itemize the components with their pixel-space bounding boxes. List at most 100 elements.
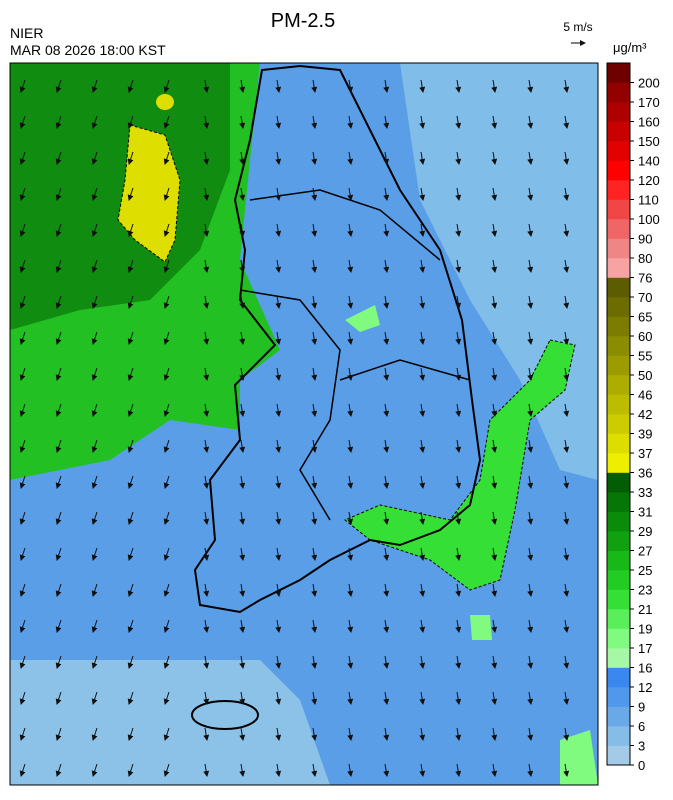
wind-arrow [91, 475, 98, 489]
colorbar-tick-label: 50 [638, 368, 652, 383]
province-border [239, 289, 341, 521]
colorbar-bin [607, 180, 630, 200]
wind-arrow [275, 331, 282, 345]
wind-arrow [275, 655, 282, 669]
colorbar-tick-label: 25 [638, 563, 652, 578]
wind-arrow [419, 151, 426, 165]
wind-arrow [239, 655, 246, 669]
wind-arrow [455, 223, 462, 237]
wind-arrow [239, 259, 246, 273]
wind-arrow [347, 115, 354, 129]
wind-arrow [491, 439, 498, 453]
wind-arrow [491, 367, 498, 381]
wind-arrow [163, 655, 170, 669]
wind-arrow [55, 403, 62, 417]
colorbar-bin [607, 219, 630, 239]
wind-arrow [419, 259, 426, 273]
colorbar-tick-label: 46 [638, 388, 652, 403]
wind-arrow [203, 223, 210, 237]
wind-arrow [55, 79, 62, 93]
colorbar-tick-label: 70 [638, 290, 652, 305]
wind-arrow [311, 367, 318, 381]
wind-arrow [19, 79, 26, 93]
colorbar-bin [607, 570, 630, 590]
wind-arrow [127, 547, 134, 561]
wind-arrow [455, 367, 462, 381]
wind-arrow [527, 511, 534, 525]
wind-arrow [563, 511, 570, 525]
wind-arrow [455, 655, 462, 669]
colorbar-bin [607, 433, 630, 454]
wind-arrow [383, 727, 390, 741]
wind-arrow [311, 295, 318, 309]
wind-arrow [347, 79, 354, 93]
wind-arrow [491, 727, 498, 741]
wind-arrow [239, 331, 246, 345]
green-field [344, 339, 576, 591]
wind-arrow [203, 655, 210, 669]
wind-arrow [203, 79, 210, 93]
wind-arrow [275, 259, 282, 273]
wind-arrow [275, 367, 282, 381]
wind-arrow [347, 223, 354, 237]
colorbar-tick-label: 27 [638, 544, 652, 559]
wind-arrow [527, 583, 534, 597]
wind-arrow [563, 583, 570, 597]
wind-arrows [19, 79, 570, 777]
wind-arrow [383, 259, 390, 273]
wind-arrow [347, 439, 354, 453]
wind-arrow [19, 367, 26, 381]
wind-arrow [527, 655, 534, 669]
wind-arrow [491, 655, 498, 669]
wind-arrow [275, 547, 282, 561]
wind-arrow [91, 223, 98, 237]
colorbar-tick-label: 90 [638, 232, 652, 247]
wind-arrow [311, 547, 318, 561]
wind-arrow [19, 403, 26, 417]
colorbar-tick-label: 29 [638, 524, 652, 539]
colorbar-bin [607, 550, 630, 571]
colorbar-tick-label: 21 [638, 602, 652, 617]
wind-arrow [127, 475, 134, 489]
wind-arrow [563, 403, 570, 417]
wind-arrow [275, 295, 282, 309]
province-border [339, 359, 471, 381]
wind-arrow [311, 331, 318, 345]
wind-arrow [563, 619, 570, 633]
wind-arrow [163, 691, 170, 705]
wind-arrow [347, 331, 354, 345]
colorbar-bin [607, 472, 630, 493]
wind-arrow [419, 439, 426, 453]
title: PM-2.5 [271, 10, 335, 32]
wind-arrow [383, 187, 390, 201]
wind-arrow [203, 763, 210, 777]
wind-arrow [91, 259, 98, 273]
wind-arrow [563, 151, 570, 165]
wind-arrow [55, 727, 62, 741]
colorbar-bin [607, 511, 630, 532]
wind-arrow [311, 511, 318, 525]
wind-arrow [455, 331, 462, 345]
colorbar-tick-label: 3 [638, 739, 645, 754]
wind-arrow [275, 187, 282, 201]
wind-arrow [383, 295, 390, 309]
wind-arrow [527, 763, 534, 777]
wind-arrow [455, 619, 462, 633]
wind-arrow [163, 511, 170, 525]
wind-arrow [275, 223, 282, 237]
wind-arrow [239, 79, 246, 93]
wind-arrow [91, 115, 98, 129]
wind-arrow [91, 727, 98, 741]
wind-arrow [527, 619, 534, 633]
colorbar-bin [607, 297, 630, 317]
colorbar-tick-label: 200 [638, 76, 660, 91]
wind-arrow [419, 475, 426, 489]
wind-arrow [347, 655, 354, 669]
wind-arrow [239, 439, 246, 453]
wind-arrow [55, 151, 62, 165]
wind-arrow [55, 367, 62, 381]
wind-arrow [419, 367, 426, 381]
wind-arrow [347, 187, 354, 201]
wind-arrow [419, 619, 426, 633]
wind-arrow [203, 259, 210, 273]
